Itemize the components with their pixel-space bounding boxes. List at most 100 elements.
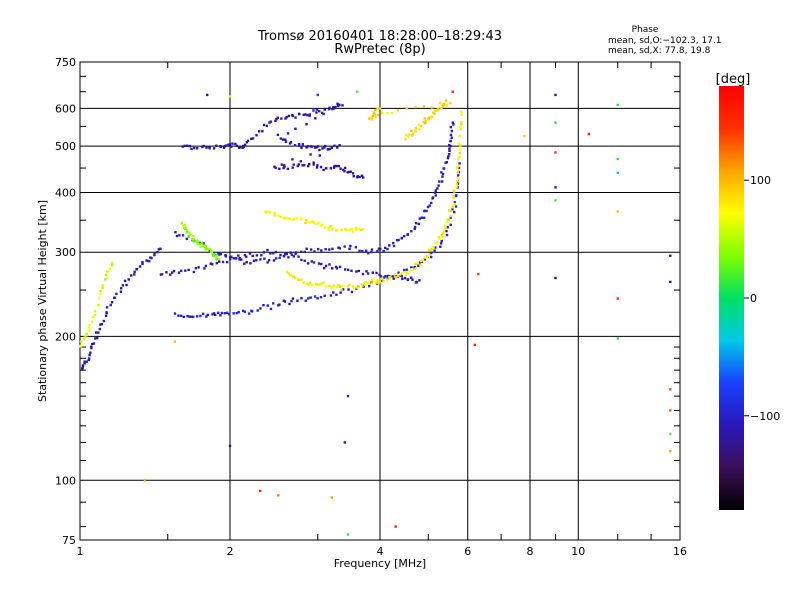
echo-point	[88, 353, 91, 357]
echo-point	[106, 276, 109, 280]
echo-point	[435, 241, 439, 244]
echo-point	[338, 265, 342, 269]
echo-point	[123, 279, 127, 283]
echo-point	[452, 195, 455, 198]
x-tick-label: 8	[527, 545, 534, 558]
echo-point	[205, 315, 208, 318]
echo-point	[377, 247, 381, 250]
echo-point	[338, 247, 342, 250]
phase-box-heading: Phase	[632, 25, 659, 35]
echo-point	[205, 93, 209, 97]
echo-point	[196, 241, 200, 244]
echo-point	[438, 101, 442, 105]
echo-point	[348, 170, 351, 174]
echo-point	[235, 311, 238, 315]
echo-point	[445, 104, 449, 107]
echo-point	[251, 137, 255, 140]
echo-point	[616, 103, 619, 107]
echo-point	[283, 300, 287, 303]
echo-point	[266, 304, 269, 307]
echo-point	[440, 180, 444, 183]
echo-point	[430, 201, 433, 205]
echo-point	[195, 147, 199, 150]
echo-point	[240, 258, 243, 261]
echo-point	[332, 166, 336, 169]
echo-point	[206, 247, 209, 251]
echo-point	[430, 251, 433, 255]
echo-point	[447, 209, 451, 212]
echo-point	[192, 146, 196, 150]
echo-point	[85, 332, 88, 335]
echo-point	[125, 283, 128, 287]
echo-point	[204, 264, 208, 268]
echo-point	[306, 220, 309, 223]
echo-point	[243, 143, 247, 147]
echo-point	[228, 444, 232, 448]
echo-point	[97, 331, 100, 334]
echo-point	[311, 283, 314, 287]
echo-point	[259, 307, 262, 310]
echo-point	[380, 111, 384, 115]
echo-point	[456, 166, 459, 169]
echo-point	[291, 297, 295, 300]
echo-point	[256, 309, 259, 312]
echo-point	[449, 102, 452, 105]
echo-points	[79, 90, 672, 536]
echo-point	[315, 222, 319, 226]
echo-point	[375, 271, 378, 275]
echo-point	[355, 270, 358, 273]
echo-point	[346, 394, 350, 398]
echo-point	[337, 246, 340, 249]
echo-point	[208, 249, 211, 252]
echo-point	[396, 109, 399, 112]
echo-point	[386, 278, 389, 281]
echo-point	[119, 290, 123, 293]
echo-point	[300, 250, 303, 253]
echo-point	[292, 255, 296, 258]
echo-point	[358, 175, 361, 179]
echo-point	[370, 248, 374, 251]
echo-point	[377, 281, 381, 284]
echo-point	[359, 228, 363, 231]
echo-point	[262, 123, 266, 127]
echo-point	[186, 144, 189, 147]
echo-point	[364, 249, 368, 252]
echo-point	[229, 257, 232, 261]
echo-point	[396, 274, 400, 278]
echo-point	[392, 277, 395, 280]
echo-point	[177, 314, 180, 317]
echo-point	[296, 299, 299, 302]
echo-point	[221, 260, 225, 264]
echo-point	[202, 144, 205, 148]
echo-point	[447, 155, 450, 158]
echo-point	[352, 175, 355, 178]
echo-point	[423, 121, 427, 125]
echo-point	[300, 258, 303, 262]
echo-point	[259, 489, 262, 493]
echo-point	[93, 309, 97, 313]
echo-point	[441, 172, 445, 176]
echo-point	[350, 290, 354, 294]
echo-point	[669, 280, 672, 284]
echo-point	[669, 254, 672, 257]
echo-point	[376, 250, 379, 253]
echo-point	[422, 105, 426, 108]
echo-point	[220, 311, 224, 315]
echo-point	[228, 256, 232, 259]
echo-point	[343, 166, 347, 170]
echo-point	[410, 267, 414, 271]
echo-point	[352, 286, 355, 290]
echo-point	[288, 217, 292, 220]
echo-point	[300, 278, 303, 282]
echo-point	[386, 111, 389, 115]
echo-point	[437, 184, 440, 187]
echo-point	[312, 161, 315, 164]
echo-point	[243, 262, 246, 265]
echo-point	[304, 221, 307, 225]
echo-point	[331, 267, 334, 270]
echo-point	[449, 144, 452, 148]
echo-point	[669, 388, 672, 391]
echo-point	[357, 228, 360, 231]
echo-point	[238, 145, 242, 149]
echo-point	[415, 280, 418, 284]
